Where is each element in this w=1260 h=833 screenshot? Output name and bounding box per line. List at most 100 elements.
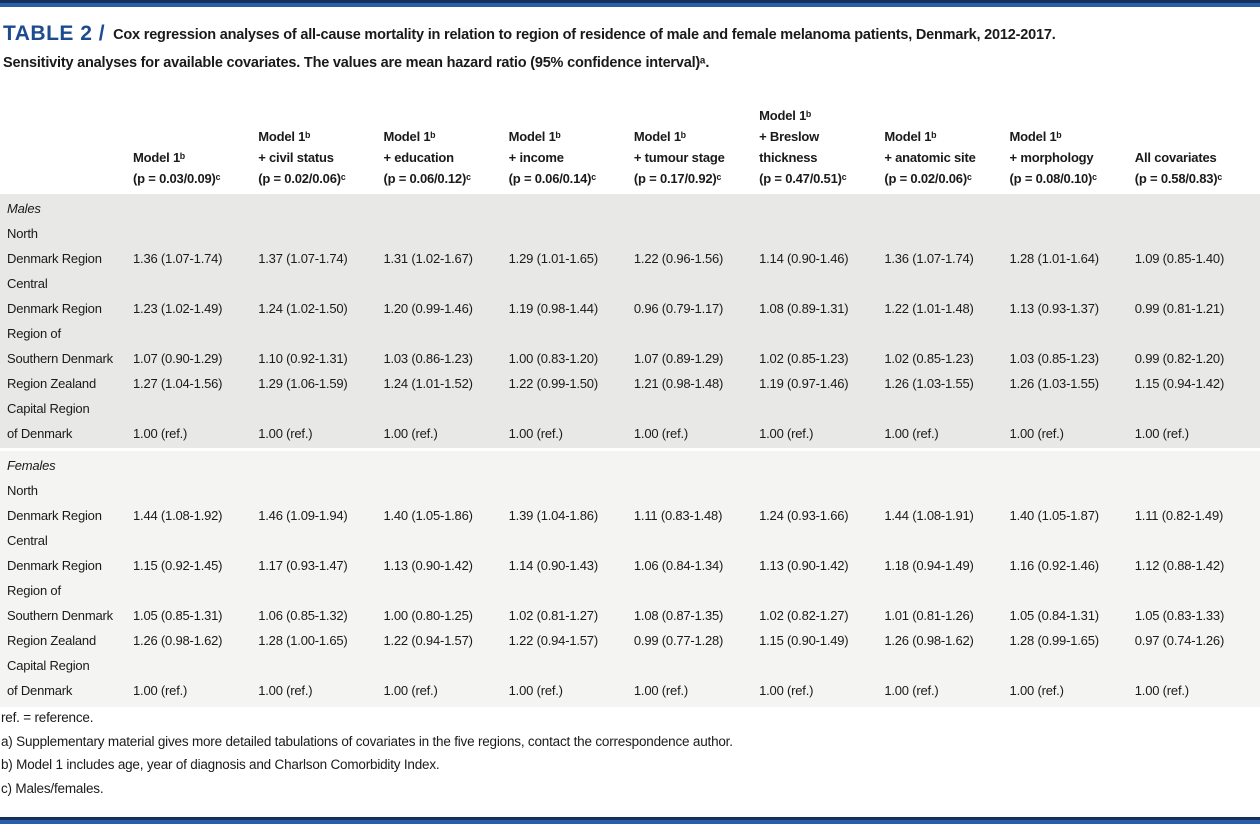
- column-header: Model 1ᵇ + income (p = 0.06/0.14)ᶜ: [509, 126, 634, 189]
- table-row: Capital Region of Denmark 1.00 (ref.) 1.00 …: [0, 653, 1260, 703]
- hazard-ratio-value: 1.00 (ref.): [759, 683, 814, 698]
- hazard-ratio-value: 1.36 (1.07-1.74): [133, 251, 223, 266]
- column-header-line: Model 1ᵇ: [1009, 129, 1062, 144]
- region-label: Region Zealand: [0, 628, 133, 653]
- table-row: Capital Region of Denmark 1.00 (ref.) 1.00 …: [0, 396, 1260, 446]
- column-header-line: + civil status: [258, 150, 334, 165]
- hazard-ratio-value: 1.01 (0.81-1.26): [884, 608, 974, 623]
- hazard-ratio-cell: 1.22 (1.01-1.48): [884, 296, 1009, 321]
- hazard-ratio-value: 1.40 (1.05-1.86): [383, 508, 473, 523]
- region-label-line: North: [7, 483, 38, 498]
- region-label-line: Capital Region: [7, 658, 90, 673]
- hazard-ratio-value: 0.97 (0.74-1.26): [1134, 633, 1225, 648]
- column-header-line: + education: [383, 150, 454, 165]
- hazard-ratio-cell: 1.00 (ref.): [133, 678, 258, 703]
- hazard-ratio-value: 1.10 (0.92-1.31): [258, 351, 348, 366]
- region-label: Central Denmark Region: [0, 271, 133, 321]
- column-header-line: (p = 0.58/0.83)ᶜ: [1134, 171, 1223, 186]
- hazard-ratio-cell: 1.00 (ref.): [884, 678, 1009, 703]
- hazard-ratio-cell: 1.00 (ref.): [759, 678, 884, 703]
- hazard-ratio-cell: 1.00 (0.80-1.25): [383, 603, 508, 628]
- column-header-line: (p = 0.06/0.12)ᶜ: [383, 171, 471, 186]
- column-header-line: (p = 0.02/0.06)ᶜ: [884, 171, 972, 186]
- table-row: Region of Southern Denmark 1.05 (0.85-1.31…: [0, 578, 1260, 628]
- hazard-ratio-value: 1.29 (1.01-1.65): [508, 251, 599, 266]
- hazard-ratio-cell: 1.00 (ref.): [1135, 421, 1260, 446]
- hazard-ratio-value: 1.24 (0.93-1.66): [759, 508, 849, 523]
- hazard-ratio-cell: 1.22 (0.94-1.57): [509, 628, 634, 653]
- hazard-ratio-cell: 1.23 (1.02-1.49): [133, 296, 258, 321]
- region-label-line: Denmark Region: [7, 301, 102, 316]
- hazard-ratio-cell: 1.00 (ref.): [634, 678, 759, 703]
- hazard-ratio-cell: 1.06 (0.84-1.34): [634, 553, 759, 578]
- hazard-ratio-cell: 1.10 (0.92-1.31): [258, 346, 383, 371]
- hazard-ratio-cell: 1.02 (0.85-1.23): [884, 346, 1009, 371]
- hazard-ratio-value: 1.00 (ref.): [383, 426, 438, 441]
- region-label: Region of Southern Denmark: [0, 321, 133, 371]
- hazard-ratio-cell: 1.21 (0.98-1.48): [634, 371, 759, 396]
- footnote-ref: ref. = reference.: [1, 710, 94, 725]
- column-header: Model 1ᵇ + civil status (p = 0.02/0.06)ᶜ: [258, 126, 383, 189]
- section-label: Males: [7, 201, 41, 216]
- hazard-ratio-cell: 1.22 (0.99-1.50): [509, 371, 634, 396]
- hazard-ratio-cell: 1.24 (1.01-1.52): [383, 371, 508, 396]
- hazard-ratio-cell: 1.02 (0.82-1.27): [759, 603, 884, 628]
- column-header-line: Model 1ᵇ: [258, 129, 311, 144]
- column-header-line: (p = 0.17/0.92)ᶜ: [633, 171, 722, 186]
- hazard-ratio-value: 1.28 (1.00-1.65): [258, 633, 348, 648]
- hazard-ratio-value: 1.27 (1.04-1.56): [133, 376, 223, 391]
- hazard-ratio-cell: 1.26 (0.98-1.62): [133, 628, 258, 653]
- hazard-ratio-cell: 1.15 (0.90-1.49): [759, 628, 884, 653]
- hazard-ratio-cell: 1.36 (1.07-1.74): [884, 246, 1009, 271]
- hazard-ratio-value: 1.00 (ref.): [133, 426, 188, 441]
- hazard-ratio-value: 1.15 (0.94-1.42): [1134, 376, 1225, 391]
- hazard-ratio-value: 1.05 (0.85-1.31): [133, 608, 223, 623]
- section-label: Females: [7, 458, 56, 473]
- hazard-ratio-value: 1.05 (0.84-1.31): [1009, 608, 1100, 623]
- hazard-ratio-value: 1.02 (0.85-1.23): [884, 351, 974, 366]
- hazard-ratio-value: 1.00 (ref.): [133, 683, 188, 698]
- hazard-ratio-value: 1.02 (0.82-1.27): [759, 608, 849, 623]
- table-row: Region Zealand 1.27 (1.04-1.56) 1.29 (1.06…: [0, 371, 1260, 396]
- table-row: Region Zealand 1.26 (0.98-1.62) 1.28 (1.00…: [0, 628, 1260, 653]
- hazard-ratio-value: 1.31 (1.02-1.67): [383, 251, 473, 266]
- hazard-ratio-cell: 1.11 (0.83-1.48): [634, 503, 759, 528]
- hazard-ratio-cell: 1.06 (0.85-1.32): [258, 603, 383, 628]
- hazard-ratio-cell: 1.17 (0.93-1.47): [258, 553, 383, 578]
- hazard-ratio-value: 1.26 (0.98-1.62): [884, 633, 974, 648]
- hazard-ratio-cell: 0.99 (0.82-1.20): [1135, 346, 1260, 371]
- region-label-line: Central: [7, 533, 48, 548]
- hazard-ratio-value: 1.18 (0.94-1.49): [884, 558, 974, 573]
- column-header: Model 1ᵇ + education (p = 0.06/0.12)ᶜ: [383, 126, 508, 189]
- region-label: Capital Region of Denmark: [0, 653, 133, 703]
- column-header: Model 1ᵇ + morphology (p = 0.08/0.10)ᶜ: [1010, 126, 1135, 189]
- table-row: Central Denmark Region 1.15 (0.92-1.45) 1.1…: [0, 528, 1260, 578]
- table-header-row: Model 1ᵇ (p = 0.03/0.09)ᶜ Model 1ᵇ + civil …: [0, 88, 1260, 194]
- hazard-ratio-value: 1.06 (0.85-1.32): [258, 608, 348, 623]
- hazard-ratio-cell: 1.00 (ref.): [258, 421, 383, 446]
- region-label-line: Capital Region: [7, 401, 90, 416]
- hazard-ratio-value: 1.40 (1.05-1.87): [1009, 508, 1100, 523]
- hazard-ratio-cell: 0.99 (0.81-1.21): [1135, 296, 1260, 321]
- hazard-ratio-value: 1.07 (0.89-1.29): [633, 351, 724, 366]
- region-label-line: Denmark Region: [7, 558, 102, 573]
- column-header-line: Model 1ᵇ: [884, 129, 937, 144]
- footnote-c: c) Males/females.: [1, 780, 104, 796]
- hazard-ratio-value: 1.16 (0.92-1.46): [1009, 558, 1100, 573]
- hazard-ratio-value: 1.24 (1.01-1.52): [383, 376, 473, 391]
- hazard-ratio-value: 1.07 (0.90-1.29): [133, 351, 223, 366]
- column-header: Model 1ᵇ (p = 0.03/0.09)ᶜ: [133, 147, 258, 189]
- hazard-ratio-value: 1.00 (ref.): [1134, 426, 1189, 441]
- hazard-ratio-cell: 1.14 (0.90-1.43): [509, 553, 634, 578]
- hazard-ratio-cell: 1.00 (ref.): [884, 421, 1009, 446]
- hazard-ratio-value: 1.12 (0.88-1.42): [1134, 558, 1225, 573]
- hazard-ratio-cell: 1.13 (0.90-1.42): [759, 553, 884, 578]
- region-label-line: Southern Denmark: [7, 608, 113, 623]
- region-label-line: Region of: [7, 583, 61, 598]
- region-label: Central Denmark Region: [0, 528, 133, 578]
- hazard-ratio-value: 1.09 (0.85-1.40): [1134, 251, 1225, 266]
- table-number-label: TABLE 2 /: [3, 22, 106, 45]
- hazard-ratio-cell: 1.00 (ref.): [1010, 678, 1135, 703]
- hazard-ratio-cell: 1.19 (0.98-1.44): [509, 296, 634, 321]
- hazard-ratio-cell: 1.00 (0.83-1.20): [509, 346, 634, 371]
